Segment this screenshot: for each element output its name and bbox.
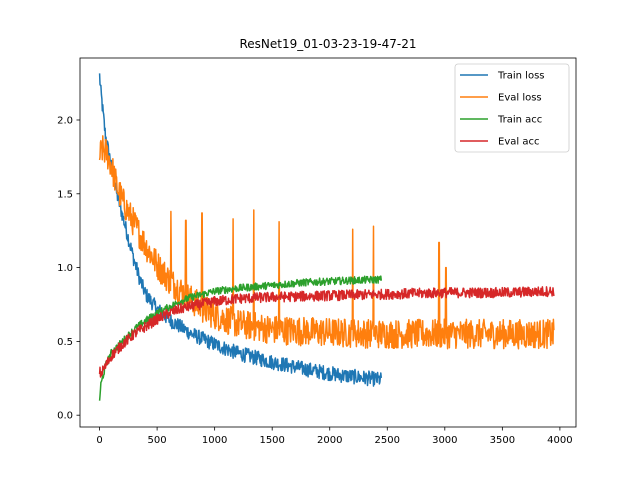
x-tick-label: 2000	[317, 435, 342, 446]
y-tick-label: 2.0	[57, 115, 73, 126]
chart-title: ResNet19_01-03-23-19-47-21	[239, 37, 416, 51]
x-tick-label: 1500	[259, 435, 284, 446]
legend-label-eval-loss: Eval loss	[498, 93, 542, 104]
series-line-train-acc	[98, 275, 383, 401]
x-tick-label: 3000	[432, 435, 457, 446]
y-tick-label: 1.5	[57, 189, 73, 200]
y-axis: 0.0 0.5 1.0 1.5 2.0	[57, 115, 80, 422]
x-tick-label: 500	[148, 435, 167, 446]
series-line-train-loss	[98, 73, 383, 387]
x-tick-label: 1000	[202, 435, 227, 446]
legend-label-train-loss: Train loss	[497, 71, 545, 82]
legend: Train loss Eval loss Train acc Eval acc	[454, 63, 570, 153]
plot-frame	[79, 57, 577, 428]
legend-box	[454, 63, 570, 153]
x-tick-label: 0	[96, 435, 102, 446]
y-tick-label: 0.0	[57, 411, 73, 422]
legend-label-train-acc: Train acc	[497, 115, 542, 126]
x-axis: 0 500 1000 1500 2000 2500 3000 3500 4000	[96, 427, 573, 446]
y-tick-label: 1.0	[57, 263, 73, 274]
x-tick-label: 3500	[490, 435, 515, 446]
series-line-eval-loss	[98, 135, 555, 350]
y-tick-label: 0.5	[57, 337, 73, 348]
x-tick-label: 4000	[547, 435, 572, 446]
series-line-eval-acc	[98, 286, 555, 378]
legend-label-eval-acc: Eval acc	[498, 137, 539, 148]
series-layer	[98, 73, 555, 401]
x-tick-label: 2500	[375, 435, 400, 446]
